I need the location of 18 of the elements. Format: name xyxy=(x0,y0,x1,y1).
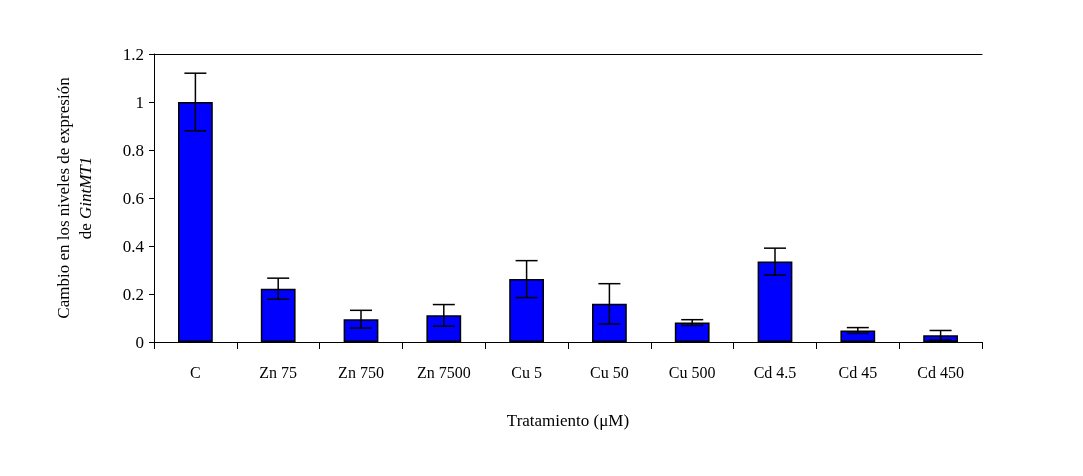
x-tick-label: Cu 500 xyxy=(668,363,716,381)
y-tick-label: 0.8 xyxy=(122,140,144,160)
x-tick-label: Cu 50 xyxy=(590,363,629,381)
y-tick-label: 1.2 xyxy=(122,44,144,64)
y-tick-label: 0.6 xyxy=(122,188,144,208)
x-tick-label: Cd 450 xyxy=(917,363,964,381)
x-axis-title: Tratamiento (μM) xyxy=(506,411,630,430)
x-tick-label: Cu 5 xyxy=(511,363,542,381)
x-tick-label: Zn 7500 xyxy=(416,363,471,381)
x-tick-label: Zn 750 xyxy=(338,363,384,381)
y-tick-label: 1 xyxy=(135,92,144,112)
x-tick-label: Cd 4.5 xyxy=(753,363,797,381)
y-tick-label: 0.2 xyxy=(122,284,144,304)
y-tick-label: 0.4 xyxy=(122,236,145,256)
x-tick-label: Cd 45 xyxy=(838,363,878,381)
x-tick-label: C xyxy=(190,363,201,381)
x-tick-label: Zn 75 xyxy=(259,363,298,381)
y-tick-label: 0 xyxy=(135,332,144,352)
